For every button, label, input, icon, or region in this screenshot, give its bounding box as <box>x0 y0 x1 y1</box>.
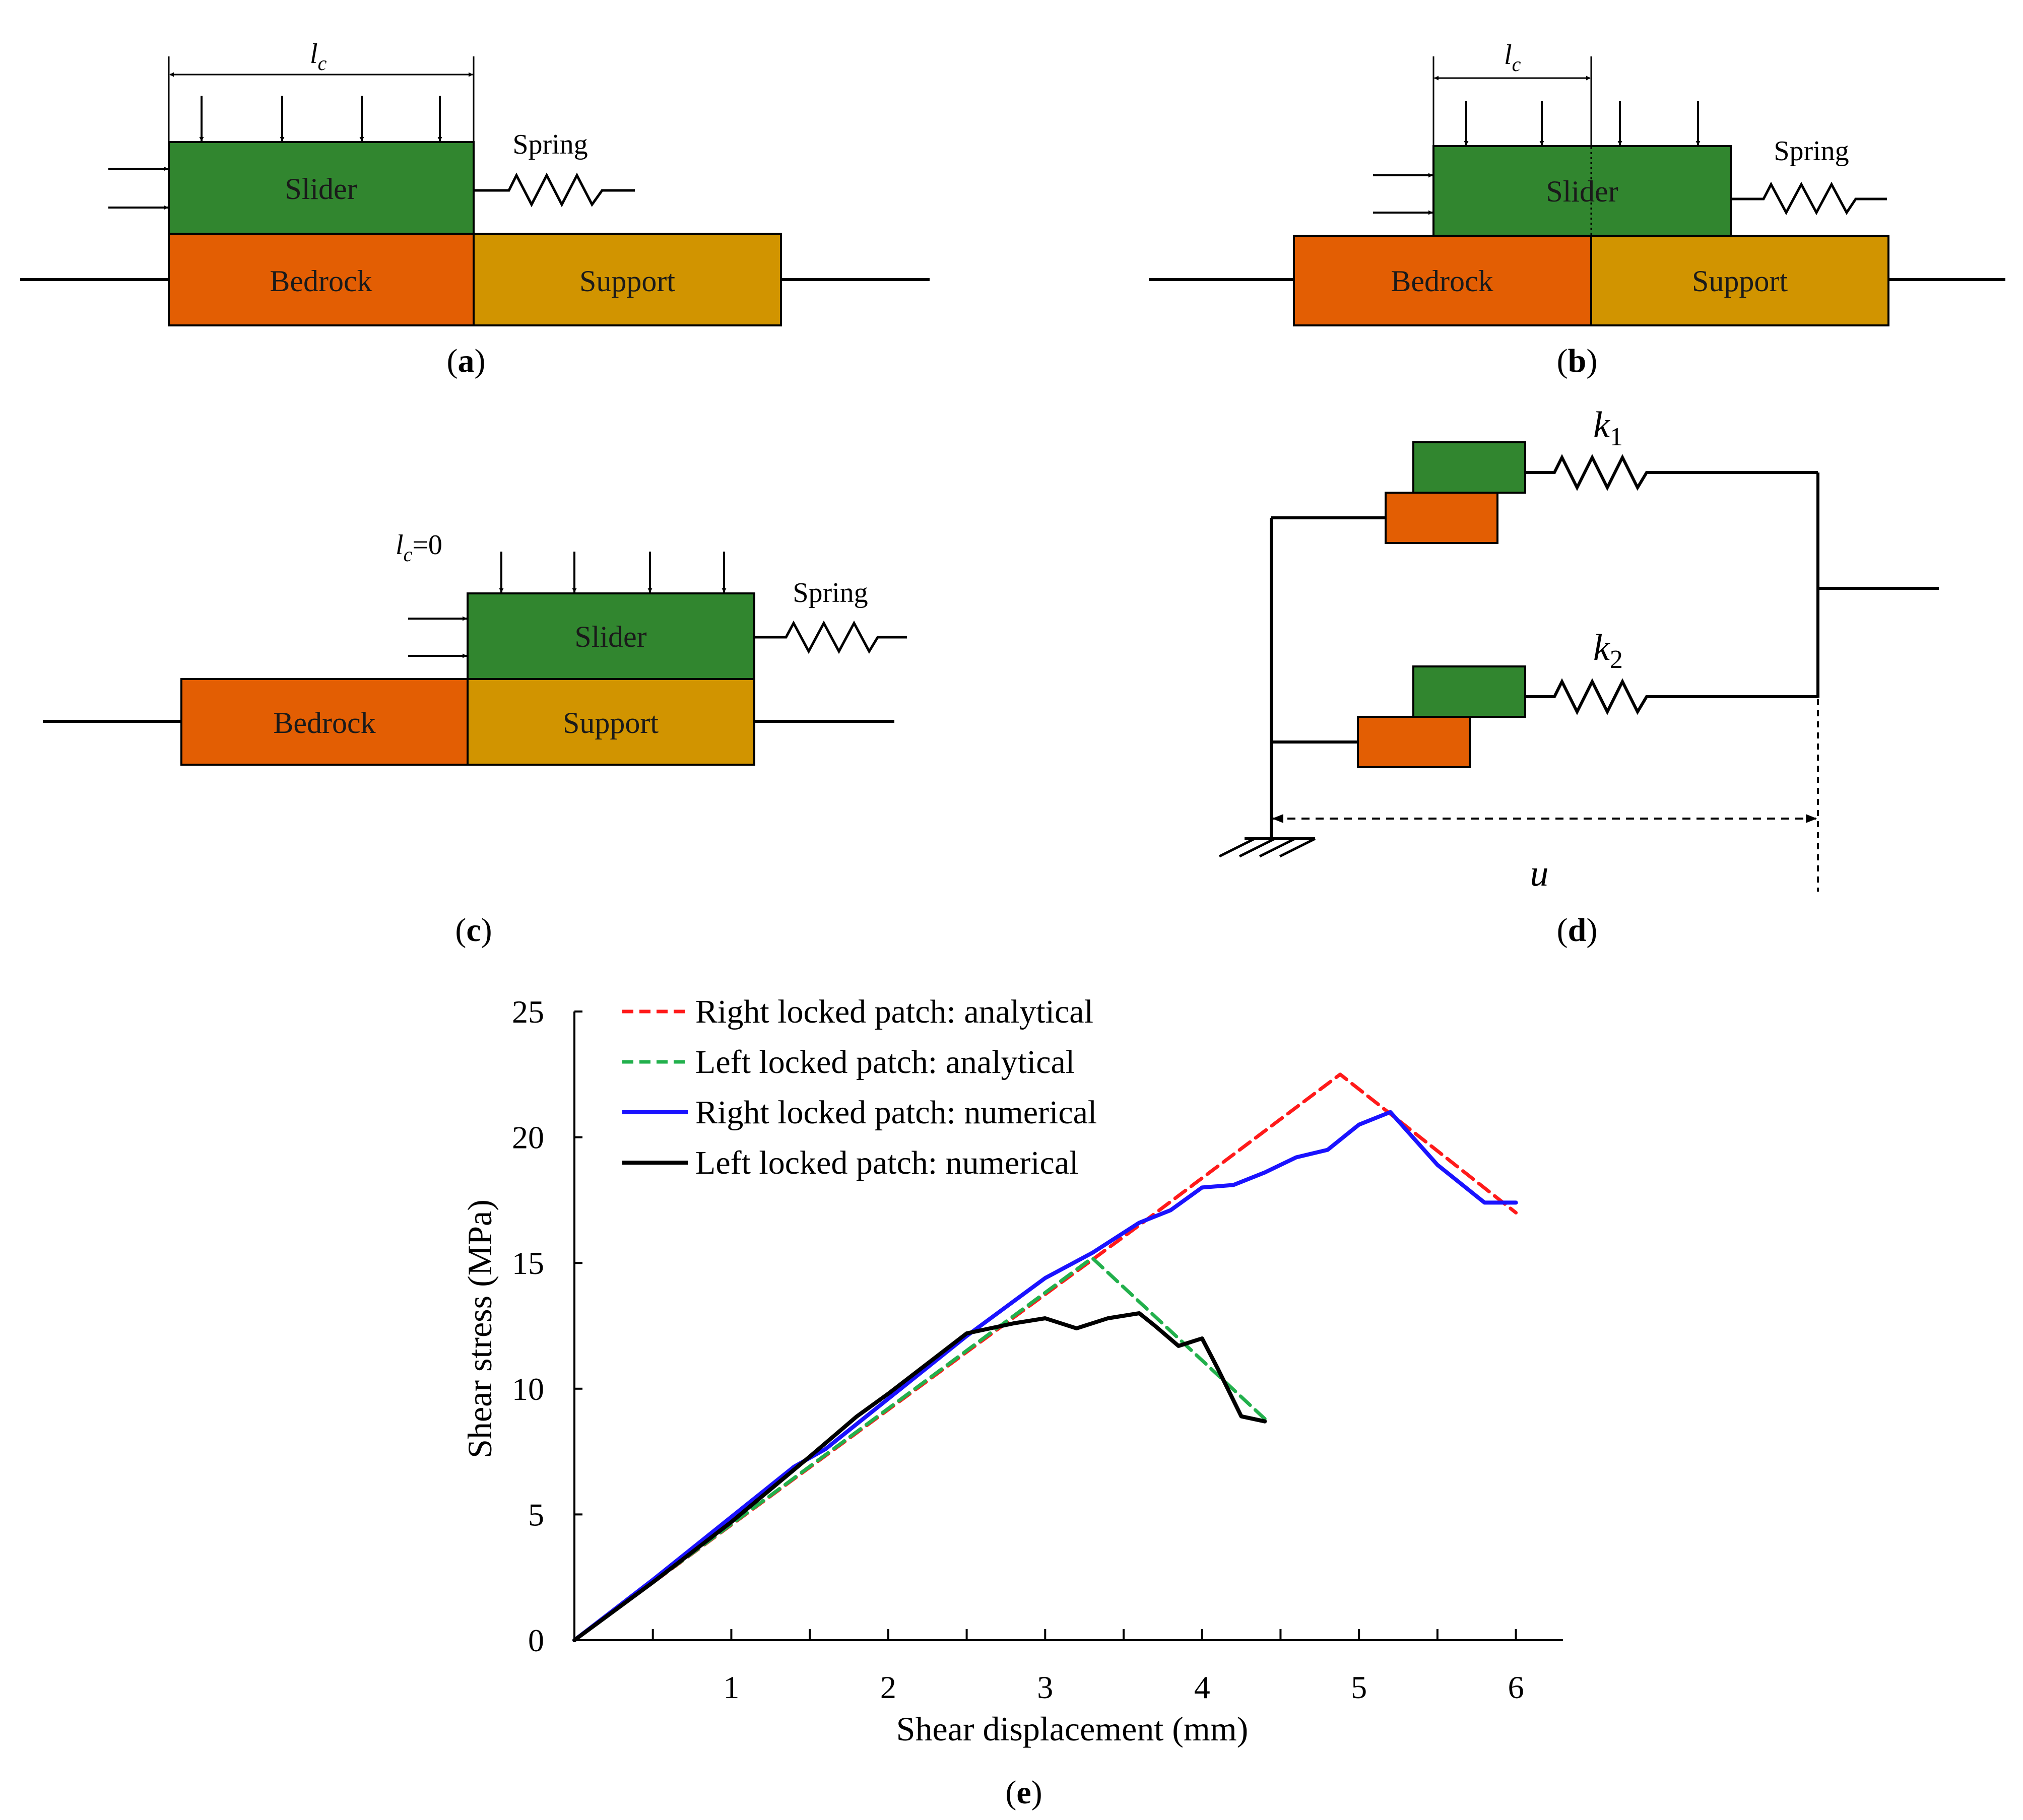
y-tick-label: 5 <box>528 1497 544 1532</box>
x-tick-label: 2 <box>880 1669 896 1705</box>
support-block <box>473 233 782 326</box>
bedrock-block <box>1293 235 1592 326</box>
x-tick-label: 6 <box>1508 1669 1524 1705</box>
legend-label: Right locked patch: analytical <box>695 993 1093 1030</box>
y-ticks: 0 5 10 15 20 25 <box>512 994 582 1658</box>
spring-label: Spring <box>793 577 868 609</box>
y-tick-label: 25 <box>512 994 544 1030</box>
series-line-right-locked-patch-numerical <box>572 1110 1518 1642</box>
spring-k1 <box>1525 454 1818 491</box>
spring <box>474 172 635 208</box>
spring <box>1731 181 1887 216</box>
panel-b: Slider Bedrock Support lc Spring (b) <box>1149 39 2005 379</box>
caption-d: (d) <box>1557 912 1598 949</box>
spring <box>754 620 907 654</box>
support-label: Support <box>1692 264 1788 298</box>
bedrock-label: Bedrock <box>1391 264 1493 298</box>
bedrock-block <box>180 678 469 766</box>
y-tick-label: 20 <box>512 1120 544 1156</box>
ground-hatch <box>1279 837 1316 858</box>
lc-label: lc <box>1504 39 1521 76</box>
top-bedrock-block <box>1385 492 1498 544</box>
bedrock-block <box>168 233 475 326</box>
slider-label: Slider <box>1546 175 1618 208</box>
panel-e-chart: 0 5 10 15 20 25 1 2 3 4 5 6 Right locked patch: an… <box>461 993 1563 1811</box>
y-tick-label: 0 <box>528 1623 544 1658</box>
caption-b: (b) <box>1557 343 1598 379</box>
series-line-left-locked-patch-analytical <box>572 1256 1267 1642</box>
u-label: u <box>1530 853 1549 894</box>
slider-label: Slider <box>285 172 357 206</box>
top-slider-block <box>1412 441 1526 494</box>
caption-e: (e) <box>1005 1774 1042 1811</box>
spring-k2 <box>1525 678 1818 715</box>
x-ticks: 1 2 3 4 5 6 <box>651 1629 1524 1705</box>
bedrock-label: Bedrock <box>270 264 372 298</box>
spring-label: Spring <box>1774 136 1849 167</box>
spring-label: Spring <box>512 129 588 160</box>
series-layer <box>572 1072 1518 1642</box>
x-tick-label: 1 <box>723 1669 739 1705</box>
ground-hatch <box>1259 837 1296 858</box>
series-line-left-locked-patch-numerical <box>572 1311 1267 1642</box>
support-label: Support <box>579 264 675 298</box>
k2-label: k2 <box>1593 627 1623 674</box>
legend-label: Left locked patch: analytical <box>695 1044 1075 1081</box>
k1-label: k1 <box>1593 405 1623 451</box>
lc-zero-label: lc=0 <box>396 529 442 566</box>
y-tick-label: 10 <box>512 1371 544 1407</box>
x-tick-label: 5 <box>1351 1669 1367 1705</box>
support-label: Support <box>563 706 659 739</box>
ground-hatch <box>1218 837 1256 858</box>
slider-block <box>467 592 755 680</box>
y-tick-label: 15 <box>512 1245 544 1281</box>
x-axis-title: Shear displacement (mm) <box>896 1710 1249 1748</box>
bottom-bedrock-block <box>1357 716 1471 768</box>
slider-block <box>1432 145 1732 237</box>
legend: Right locked patch: analytical Left locke… <box>622 993 1097 1181</box>
panel-a: Slider Bedrock Support lc Spring (a) <box>20 38 930 379</box>
x-tick-label: 4 <box>1194 1669 1210 1705</box>
ground-hatch <box>1238 837 1276 858</box>
legend-label: Left locked patch: numerical <box>695 1144 1078 1181</box>
caption-a: (a) <box>447 343 486 379</box>
support-block <box>467 678 755 766</box>
panel-d: k1 k2 u (d) <box>1218 405 1939 949</box>
panel-c: Slider Bedrock Support lc=0 Spring (c) <box>43 529 907 949</box>
slider-label: Slider <box>574 620 646 653</box>
lc-label: lc <box>310 38 327 75</box>
x-tick-label: 3 <box>1037 1669 1053 1705</box>
support-block <box>1590 235 1889 326</box>
slider-block <box>168 141 475 235</box>
y-axis-title: Shear stress (MPa) <box>461 1199 499 1458</box>
legend-label: Right locked patch: numerical <box>695 1094 1097 1131</box>
bedrock-label: Bedrock <box>273 706 375 739</box>
bottom-slider-block <box>1412 665 1526 718</box>
caption-c: (c) <box>455 912 492 949</box>
